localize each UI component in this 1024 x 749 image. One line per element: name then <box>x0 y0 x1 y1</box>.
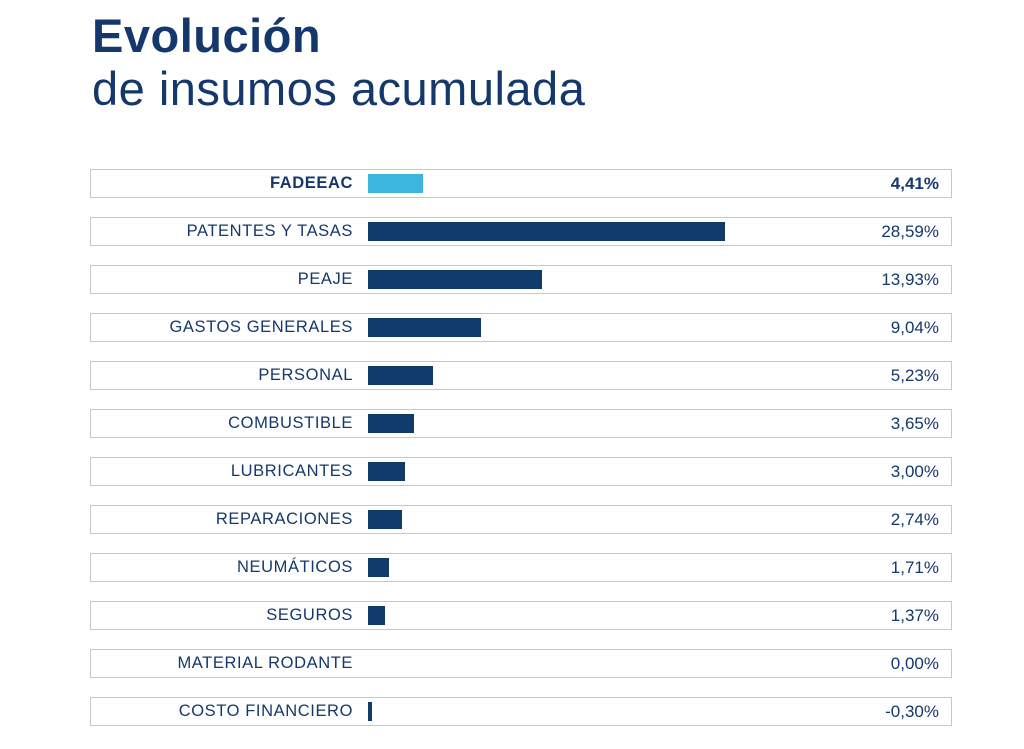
chart-row: COSTO FINANCIERO -0,30% <box>90 697 952 727</box>
bar <box>368 414 414 434</box>
chart-row: COMBUSTIBLE 3,65% <box>90 409 952 439</box>
row-label: PEAJE <box>297 270 353 289</box>
row-label: NEUMÁTICOS <box>236 558 353 577</box>
row-value: -0,30% <box>885 701 939 721</box>
bar-zone <box>368 362 833 389</box>
bar-zone <box>368 698 833 725</box>
chart-title-line2: de insumos acumulada <box>92 61 586 115</box>
bar <box>368 270 542 290</box>
row-value: 0,00% <box>890 653 939 673</box>
chart-row: PERSONAL 5,23% <box>90 361 952 391</box>
row-value: 13,93% <box>881 269 939 289</box>
row-value: 5,23% <box>890 365 939 385</box>
chart-row: PATENTES Y TASAS 28,59% <box>90 217 952 247</box>
chart-title-line1: Evolución <box>92 9 322 62</box>
bar-zone <box>368 506 833 533</box>
chart-row: GASTOS GENERALES 9,04% <box>90 313 952 343</box>
row-label: MATERIAL RODANTE <box>177 654 353 673</box>
bar <box>368 174 423 194</box>
row-value: 4,41% <box>890 173 939 193</box>
row-value: 3,65% <box>890 413 939 433</box>
row-value: 28,59% <box>881 221 939 241</box>
row-label: SEGUROS <box>266 606 353 625</box>
row-label: REPARACIONES <box>215 510 353 529</box>
bar <box>368 222 725 242</box>
chart-row: REPARACIONES 2,74% <box>90 505 952 535</box>
row-label: GASTOS GENERALES <box>169 318 353 337</box>
bar-zone <box>368 170 833 197</box>
bar-zone <box>368 218 833 245</box>
row-label: COMBUSTIBLE <box>228 414 353 433</box>
chart-title: Evolución de insumos acumulada <box>0 0 1024 115</box>
chart-row: NEUMÁTICOS 1,71% <box>90 553 952 583</box>
bar <box>368 510 402 530</box>
bar-zone <box>368 410 833 437</box>
row-value: 1,71% <box>890 557 939 577</box>
row-label: PATENTES Y TASAS <box>186 222 353 241</box>
chart-row: SEGUROS 1,37% <box>90 601 952 631</box>
bar-zone <box>368 602 833 629</box>
chart-row: FADEEAC 4,41% <box>90 169 952 199</box>
row-label: FADEEAC <box>269 174 353 193</box>
chart-row: MATERIAL RODANTE 0,00% <box>90 649 952 679</box>
row-label: COSTO FINANCIERO <box>178 702 353 721</box>
row-value: 2,74% <box>890 509 939 529</box>
bar <box>368 702 372 722</box>
row-value: 3,00% <box>890 461 939 481</box>
row-value: 9,04% <box>890 317 939 337</box>
bar-zone <box>368 458 833 485</box>
bar-zone <box>368 554 833 581</box>
chart-row: PEAJE 13,93% <box>90 265 952 295</box>
bar-zone <box>368 266 833 293</box>
bar-zone <box>368 314 833 341</box>
chart-row: LUBRICANTES 3,00% <box>90 457 952 487</box>
row-label: PERSONAL <box>258 366 353 385</box>
bar-zone <box>368 650 833 677</box>
bar <box>368 606 385 626</box>
row-value: 1,37% <box>890 605 939 625</box>
bar <box>368 318 481 338</box>
row-label: LUBRICANTES <box>230 462 353 481</box>
bar <box>368 558 389 578</box>
bar <box>368 462 405 482</box>
bar <box>368 366 433 386</box>
bar-chart: FADEEAC 4,41% PATENTES Y TASAS 28,59% PEAJE 1… <box>90 169 952 727</box>
